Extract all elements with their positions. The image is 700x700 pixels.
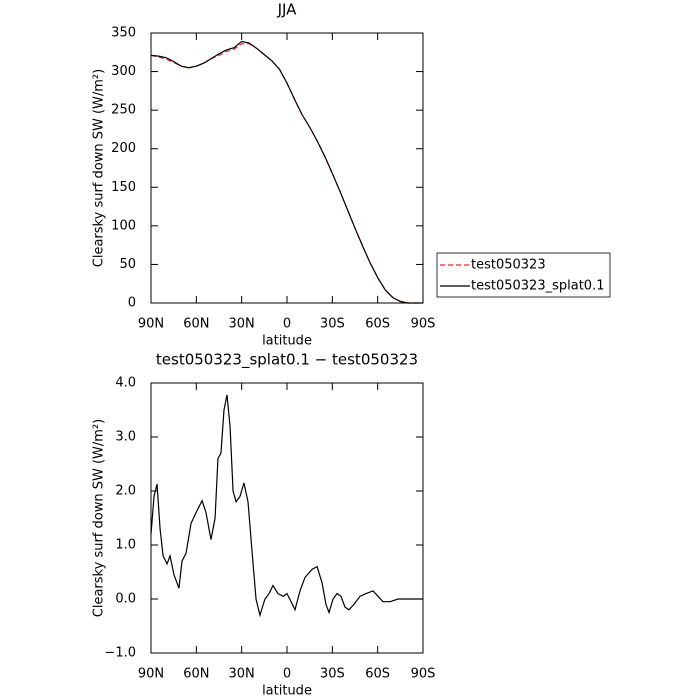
x-tick-label: 60N [183, 667, 209, 682]
x-tick-label: 0 [283, 317, 291, 332]
series-line [150, 40, 423, 304]
x-tick-label: 90N [138, 667, 164, 682]
x-tick-label: 30N [229, 317, 255, 332]
x-tick-label: 30N [229, 667, 255, 682]
chart-title: test050323_splat0.1 − test050323 [156, 351, 418, 370]
y-axis-label: Clearsky surf down SW (W/m²) [92, 419, 107, 617]
x-tick-label: 90S [411, 667, 436, 682]
y-tick-label: 3.0 [115, 430, 136, 445]
x-tick-label: 90N [138, 317, 164, 332]
chart-title: JJA [277, 1, 298, 19]
y-axis-label: Clearsky surf down SW (W/m²) [92, 69, 107, 267]
plot-frame [150, 382, 424, 654]
y-tick-label: 0.0 [115, 592, 136, 607]
legend-label: test050323 [471, 258, 546, 273]
y-tick-label: 50 [119, 257, 136, 272]
y-tick-label: 300 [111, 64, 136, 79]
series-line [150, 394, 423, 618]
x-tick-label: 60S [365, 317, 390, 332]
y-tick-label: 100 [111, 218, 136, 233]
plot-frame [150, 32, 424, 304]
x-tick-label: 30S [320, 667, 345, 682]
y-tick-label: 4.0 [115, 376, 136, 391]
x-tick-label: 90S [411, 317, 436, 332]
y-tick-label: 350 [111, 26, 136, 41]
x-tick-label: 60S [365, 667, 390, 682]
legend-box [436, 252, 611, 298]
y-tick-label: 1.0 [115, 538, 136, 553]
x-tick-label: 30S [320, 317, 345, 332]
y-tick-label: 150 [111, 180, 136, 195]
x-axis-label: latitude [262, 334, 312, 349]
y-tick-label: 250 [111, 103, 136, 118]
legend-label: test050323_splat0.1 [471, 279, 604, 294]
y-tick-label: −1.0 [104, 646, 136, 661]
x-axis-label: latitude [262, 684, 312, 699]
y-tick-label: 0 [128, 296, 136, 311]
y-tick-label: 200 [111, 141, 136, 156]
y-tick-label: 2.0 [115, 484, 136, 499]
x-tick-label: 0 [283, 667, 291, 682]
x-tick-label: 60N [183, 317, 209, 332]
